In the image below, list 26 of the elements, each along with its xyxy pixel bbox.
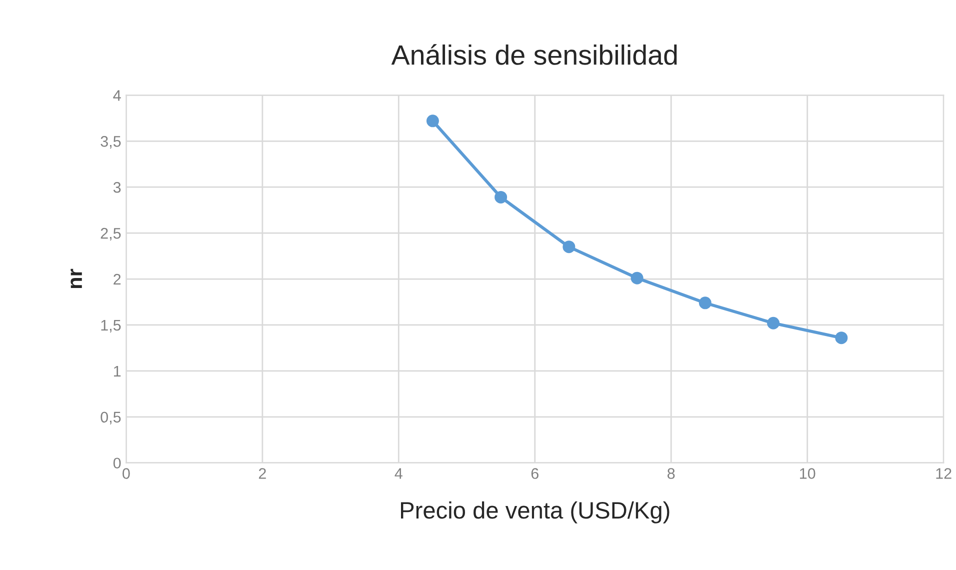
point [835, 332, 848, 344]
x-tick-label: 4 [394, 468, 402, 479]
y-tick-label: 3,5 [100, 136, 121, 149]
point [562, 240, 576, 254]
x-tick-label: 6 [531, 468, 538, 479]
x-tick-label: 10 [800, 468, 816, 479]
x-axis-title: Precio de venta (USD/Kg) [401, 501, 670, 524]
point [767, 316, 780, 330]
y-tick-label: 4 [113, 90, 121, 101]
y-tick-label: 0,5 [100, 412, 121, 424]
point [494, 190, 508, 204]
x-tick-label: 12 [936, 468, 952, 479]
y-tick-label: 1,5 [101, 320, 121, 332]
point [426, 114, 439, 128]
y-tick-label: 2,5 [100, 228, 121, 241]
point [698, 296, 712, 310]
y-tick-label: 1 [114, 366, 121, 376]
chart-title: Análisis de sensibilidad [391, 44, 677, 65]
x-tick-label: 0 [122, 468, 130, 479]
y-tick-label: 2 [114, 274, 121, 285]
y-axis-title: nr [70, 268, 82, 288]
y-tick-label: 0 [113, 458, 121, 469]
x-tick-label: 2 [258, 468, 266, 479]
point [630, 272, 644, 284]
x-tick-label: 8 [668, 468, 675, 479]
y-tick-label: 3 [113, 182, 121, 193]
